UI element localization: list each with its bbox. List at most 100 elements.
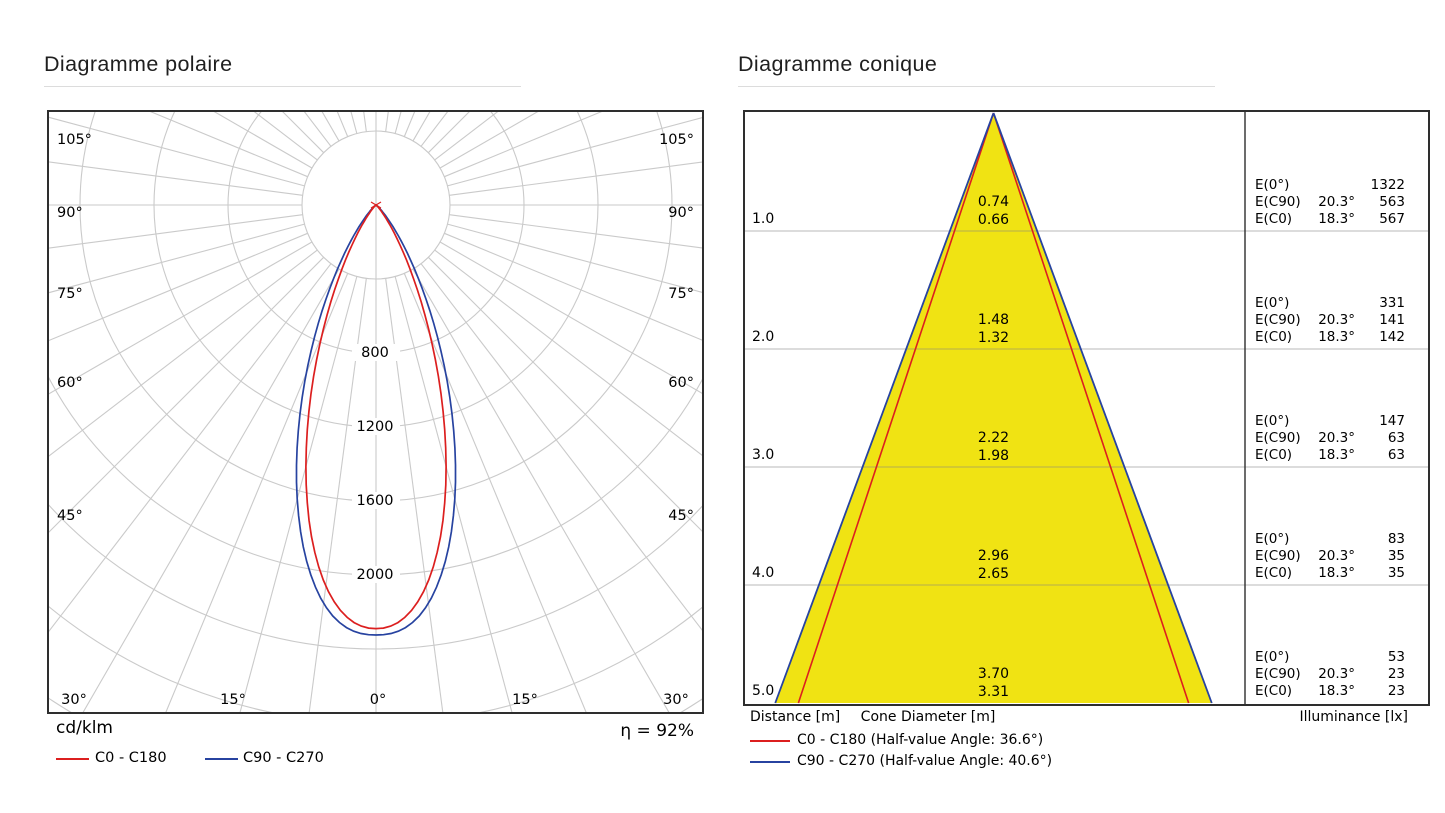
polar-grid-spoke — [427, 256, 702, 532]
polar-grid-spoke — [49, 241, 313, 395]
polar-angle-label: 60° — [668, 375, 694, 391]
polar-title-rule — [44, 86, 521, 87]
illuminance-row-label: E(C90) — [1255, 312, 1301, 328]
cone-fill — [775, 113, 1212, 703]
illuminance-angle: 18.3° — [1318, 211, 1355, 227]
polar-grid-spoke — [447, 223, 702, 293]
legend-line-c90-c270 — [205, 758, 238, 760]
polar-angle-label: 75° — [668, 286, 694, 302]
cone-distance-label: 5.0 — [752, 683, 774, 699]
cone-diameter-c0: 1.32 — [978, 330, 1009, 346]
cone-diameter-c0: 3.31 — [978, 684, 1009, 700]
polar-plot-border — [47, 110, 704, 714]
cone-legend-label-c90: C90 - C270 (Half-value Angle: 40.6°) — [797, 753, 1053, 769]
illuminance-row-label: E(C0) — [1255, 447, 1292, 463]
polar-radial-tick: 1200 — [357, 419, 394, 435]
polar-grid-spoke — [444, 232, 702, 341]
polar-tick-chip — [352, 492, 400, 509]
illuminance-value: 147 — [1379, 413, 1405, 429]
polar-angle-label: 75° — [57, 286, 83, 302]
cone-title-rule — [738, 86, 1215, 87]
polar-grid-spoke — [49, 214, 303, 249]
illuminance-angle: 18.3° — [1318, 447, 1355, 463]
cone-diagram-canvas: 1.0 0.74 0.66 E(0°) 1322 E(C90) 20.3° 563 E(C0) 1… — [743, 110, 1430, 706]
polar-grid-spoke — [336, 112, 349, 137]
illuminance-angle: 20.3° — [1318, 548, 1355, 564]
polar-grid — [49, 112, 702, 712]
polar-radial-tick: 2000 — [357, 567, 394, 583]
illuminance-value: 35 — [1388, 548, 1405, 564]
illuminance-value: 35 — [1388, 565, 1405, 581]
polar-tick-chip — [352, 566, 400, 583]
polar-grid-spoke — [444, 112, 602, 178]
illuminance-row-label: E(C90) — [1255, 666, 1301, 682]
illuminance-value: 142 — [1379, 329, 1405, 345]
polar-grid-spoke — [394, 112, 402, 134]
cone-legend-label-c0: C0 - C180 (Half-value Angle: 36.6°) — [797, 732, 1044, 748]
polar-grid-spoke — [447, 117, 702, 187]
polar-grid-spoke — [49, 263, 332, 633]
polar-grid-spoke — [82, 268, 340, 712]
illuminance-value: 23 — [1388, 683, 1405, 699]
polar-grid-spoke — [308, 278, 367, 712]
legend-label-c90-c270: C90 - C270 — [243, 750, 324, 766]
cone-legend-line-c0 — [750, 740, 790, 742]
polar-angle-label: 90° — [57, 205, 83, 221]
illuminance-row-label: E(C0) — [1255, 211, 1292, 227]
illuminance-value: 83 — [1388, 531, 1405, 547]
illuminance-row-label: E(C0) — [1255, 329, 1292, 345]
legend-line-c0-c180 — [56, 758, 89, 760]
illuminance-value: 1322 — [1371, 177, 1405, 193]
polar-grid-spoke — [385, 278, 444, 712]
polar-angle-label: 30° — [663, 692, 689, 708]
cone-edge-c90 — [992, 112, 1213, 704]
illuminance-angle: 20.3° — [1318, 666, 1355, 682]
polar-angle-label: 105° — [57, 132, 92, 148]
cone-diameter-c90: 2.22 — [978, 430, 1009, 446]
polar-diagram-canvas: 105° 105° 90° 90° 75° 75° 60° 60° 45° 45° 30° 15° 0°… — [47, 110, 704, 714]
polar-curve-c0-c180 — [305, 204, 447, 630]
polar-grid-spoke — [350, 112, 358, 134]
cone-diameter-c0: 2.65 — [978, 566, 1009, 582]
cone-footer-illuminance: Illuminance [lx] — [1299, 709, 1409, 725]
cone-distance-label: 1.0 — [752, 211, 774, 227]
polar-radial-tick: 1600 — [357, 493, 394, 509]
polar-grid-spoke — [49, 161, 303, 196]
polar-grid-spoke — [49, 256, 325, 533]
illuminance-value: 53 — [1388, 649, 1405, 665]
polar-grid-spoke — [150, 112, 308, 178]
polar-angle-label: 90° — [668, 205, 694, 221]
cone-footer-diameter: Cone Diameter [m] — [860, 709, 996, 725]
illuminance-angle: 18.3° — [1318, 565, 1355, 581]
cone-legend-line-c90 — [750, 761, 790, 763]
illuminance-value: 567 — [1379, 211, 1405, 227]
polar-angle-label: 15° — [512, 692, 538, 708]
polar-grid-spoke — [49, 232, 308, 342]
cone-diagram-title: Diagramme conique — [738, 52, 938, 76]
cone-diameter-c90: 1.48 — [978, 312, 1009, 328]
illuminance-angle: 20.3° — [1318, 194, 1355, 210]
polar-angle-label: 0° — [370, 692, 386, 708]
illuminance-angle: 20.3° — [1318, 312, 1355, 328]
illuminance-row-label: E(C0) — [1255, 683, 1292, 699]
illuminance-row-label: E(0°) — [1255, 295, 1289, 311]
polar-grid-spoke — [434, 249, 702, 456]
polar-angle-label: 60° — [57, 375, 83, 391]
cone-footer-distance: Distance [m] — [750, 709, 841, 725]
polar-curve-c90-c270 — [295, 204, 457, 636]
illuminance-row-label: E(C90) — [1255, 548, 1301, 564]
polar-angle-label: 30° — [61, 692, 87, 708]
illuminance-row-label: E(C90) — [1255, 430, 1301, 446]
polar-grid-spoke — [449, 214, 702, 249]
illuminance-row-label: E(0°) — [1255, 413, 1289, 429]
polar-grid-spoke — [449, 161, 702, 196]
polar-units-label: cd/klm — [56, 718, 113, 738]
polar-peak-marker — [370, 201, 382, 209]
cone-edge-c0 — [992, 112, 1190, 704]
polar-diagram-title: Diagramme polaire — [44, 52, 233, 76]
polar-angle-label: 105° — [659, 132, 694, 148]
cone-edge-c90 — [774, 112, 995, 704]
polar-grid-spoke — [49, 249, 318, 457]
polar-grid-spoke — [49, 223, 305, 294]
illuminance-value: 141 — [1379, 312, 1405, 328]
